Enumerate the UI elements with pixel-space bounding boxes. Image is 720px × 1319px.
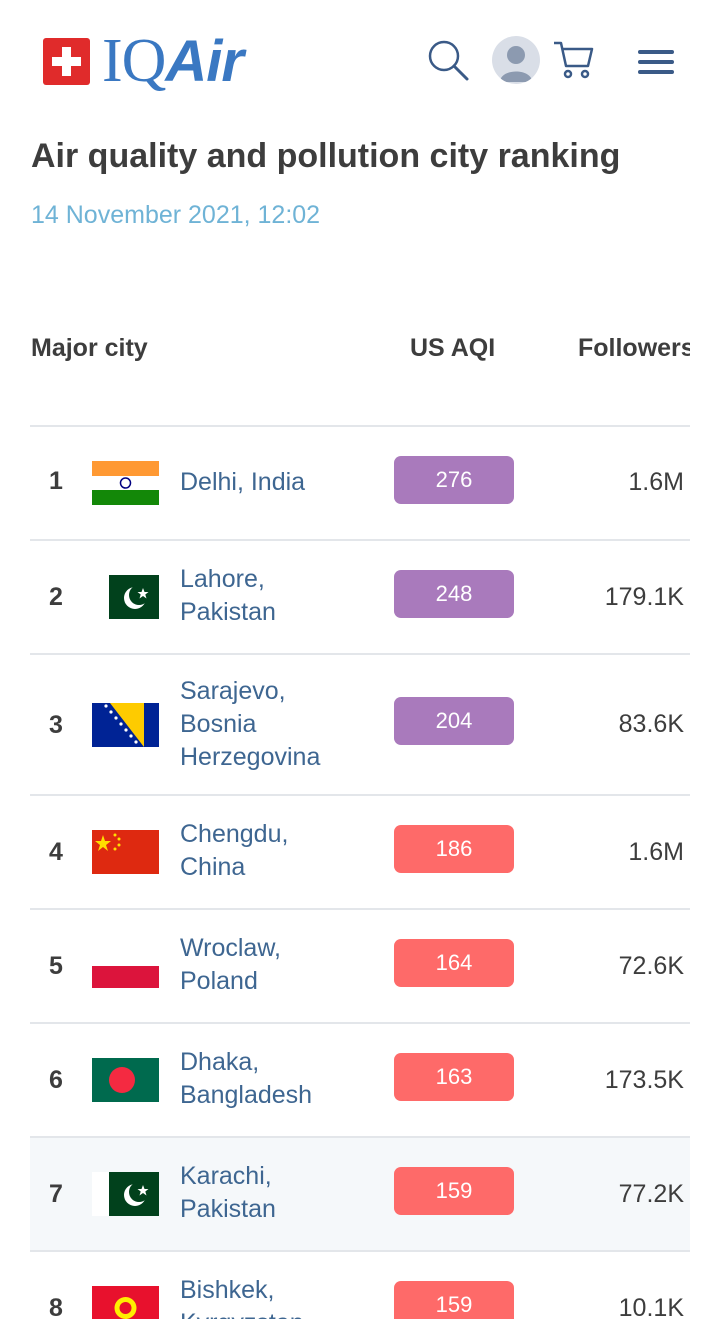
rank-number: 6: [49, 1066, 63, 1094]
followers-count: 77.2K: [618, 1180, 684, 1208]
aqi-badge: 186: [394, 825, 514, 873]
country-name-line: Kyrgyzstan: [180, 1307, 304, 1319]
site-header: IQAir: [0, 0, 720, 120]
city-link[interactable]: Lahore, Pakistan: [180, 563, 276, 629]
city-link[interactable]: Sarajevo, Bosnia Herzegovina: [180, 675, 320, 774]
pakistan-flag-icon: [109, 575, 159, 619]
rank-number: 1: [49, 467, 63, 495]
city-name-line: Wroclaw,: [180, 934, 281, 962]
table-row[interactable]: 8 Bishkek, Kyrgyzstan 159 10.1K: [30, 1252, 690, 1319]
rank-number: 7: [49, 1180, 63, 1208]
country-name-line: China: [180, 853, 246, 881]
country-name-line: Bangladesh: [180, 1081, 313, 1109]
aqi-badge: 248: [394, 570, 514, 618]
pakistan-flag-icon: [92, 1172, 159, 1216]
swiss-flag-logo-icon[interactable]: [43, 38, 90, 85]
table-row[interactable]: 2 Lahore, Pakistan 248 179.1K: [30, 541, 690, 655]
page-title: Air quality and pollution city ranking: [31, 137, 621, 175]
user-avatar-icon[interactable]: [492, 36, 540, 84]
kyrgyzstan-flag-icon: [92, 1286, 159, 1319]
aqi-badge: 164: [394, 939, 514, 987]
china-flag-icon: [92, 830, 159, 874]
followers-count: 1.6M: [628, 838, 684, 866]
country-name-line: Bosnia: [180, 710, 257, 738]
hamburger-menu-icon[interactable]: [636, 48, 676, 76]
city-name-line: Sarajevo,: [180, 677, 286, 705]
city-name-line: Dhaka,: [180, 1048, 260, 1076]
cart-icon[interactable]: [552, 38, 594, 80]
bosnia-flag-icon: [92, 703, 159, 747]
aqi-badge: 159: [394, 1281, 514, 1319]
rank-number: 4: [49, 838, 63, 866]
country-name-line: Herzegovina: [180, 743, 321, 771]
timestamp: 14 November 2021, 12:02: [31, 201, 321, 229]
table-row[interactable]: 7 Karachi, Pakistan 159 77.2K: [30, 1138, 690, 1252]
city-link[interactable]: Dhaka, Bangladesh: [180, 1046, 312, 1112]
followers-count: 1.6M: [628, 468, 684, 496]
city-link[interactable]: Karachi, Pakistan: [180, 1160, 276, 1226]
followers-count: 72.6K: [618, 952, 684, 980]
table-row[interactable]: 4 Chengdu, China 186 1.6M: [30, 796, 690, 910]
table-divider: [30, 425, 690, 427]
column-header-us-aqi[interactable]: US AQI: [410, 334, 496, 362]
column-header-major-city[interactable]: Major city: [31, 334, 148, 362]
poland-flag-icon: [92, 944, 159, 988]
city-name-line: Chengdu,: [180, 820, 289, 848]
city-name-line: Karachi,: [180, 1162, 272, 1190]
rank-number: 5: [49, 952, 63, 980]
bangladesh-flag-icon: [92, 1058, 159, 1102]
followers-count: 10.1K: [618, 1294, 684, 1319]
table-row[interactable]: 5 Wroclaw, Poland 164 72.6K: [30, 910, 690, 1024]
country-name-line: Poland: [180, 967, 258, 995]
city-link[interactable]: Chengdu, China: [180, 818, 288, 884]
city-name-line: Delhi, India: [180, 468, 306, 496]
city-link[interactable]: Wroclaw, Poland: [180, 932, 281, 998]
country-name-line: Pakistan: [180, 598, 276, 626]
table-row[interactable]: 1 Delhi, India 276 1.6M: [30, 427, 690, 541]
column-header-followers[interactable]: Followers: [578, 334, 690, 362]
followers-count: 173.5K: [604, 1066, 684, 1094]
country-name-line: Pakistan: [180, 1195, 276, 1223]
city-name-line: Lahore,: [180, 565, 265, 593]
rank-number: 2: [49, 583, 63, 611]
table-row[interactable]: 3 Sarajevo, Bosnia Herzegovina 204 83.6K: [30, 655, 690, 796]
rank-number: 3: [49, 711, 63, 739]
city-link[interactable]: Delhi, India: [180, 466, 305, 499]
search-icon[interactable]: [426, 38, 470, 82]
city-link[interactable]: Bishkek, Kyrgyzstan: [180, 1274, 304, 1319]
city-name-line: Bishkek,: [180, 1276, 275, 1304]
aqi-badge: 163: [394, 1053, 514, 1101]
aqi-badge: 276: [394, 456, 514, 504]
iqair-logo[interactable]: IQAir: [102, 27, 244, 95]
aqi-badge: 159: [394, 1167, 514, 1215]
followers-count: 179.1K: [604, 583, 684, 611]
table-row[interactable]: 6 Dhaka, Bangladesh 163 173.5K: [30, 1024, 690, 1138]
aqi-badge: 204: [394, 697, 514, 745]
followers-count: 83.6K: [618, 710, 684, 738]
india-flag-icon: [92, 461, 159, 505]
rank-number: 8: [49, 1294, 63, 1319]
